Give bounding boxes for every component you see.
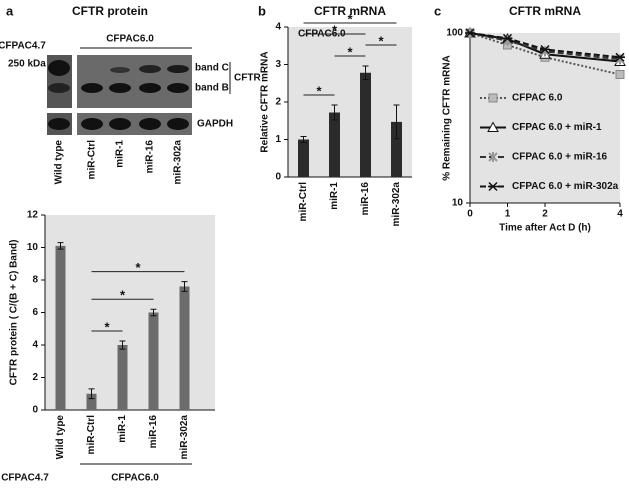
bar (298, 139, 309, 177)
error-bar (119, 340, 126, 350)
y-tick-label: 3 (275, 59, 281, 70)
x-tick-label: Wild type (55, 415, 66, 460)
marker (615, 52, 625, 62)
bar (148, 312, 159, 410)
lane-label: miR-1 (115, 140, 126, 168)
chart-title: CFTR mRNA (509, 4, 581, 18)
legend-entry: CFPAC 6.0 + miR-16 (480, 152, 608, 163)
error-bar (57, 242, 64, 250)
protein-label: CFTR (234, 73, 261, 84)
legend-entry: CFPAC 6.0 (480, 93, 563, 104)
marker (615, 70, 625, 80)
bar (117, 345, 128, 410)
y-tick-label: 8 (32, 275, 38, 286)
group-label: CFPAC4.7 (1, 473, 49, 484)
blot-image (47, 55, 192, 135)
x-tick-label: miR-16 (148, 415, 159, 449)
x-axis-label: Time after Act D (h) (499, 223, 591, 234)
significance-mark: * (120, 288, 126, 303)
error-bar (300, 136, 307, 143)
marker (540, 44, 550, 55)
y-tick-label: 10 (452, 198, 464, 209)
legend-label: CFPAC 6.0 (512, 93, 563, 104)
error-bar (150, 308, 157, 317)
x-tick-label: 4 (617, 209, 623, 220)
legend-marker (487, 121, 499, 132)
panel-label: c (434, 3, 441, 18)
blot-group: CFPAC6.0 (106, 34, 154, 45)
blot-group: CFPAC4.7 (0, 41, 46, 52)
legend-entry: CFPAC 6.0 + miR-1 (480, 121, 602, 133)
x-tick-label: miR-Ctrl (298, 182, 309, 222)
series-line (469, 32, 621, 61)
band-label: band C (195, 63, 229, 74)
y-tick-label: 12 (27, 210, 39, 221)
y-tick-label: 4 (32, 340, 38, 351)
legend-marker (488, 181, 498, 192)
y-tick-label: 1 (275, 134, 281, 145)
bar (55, 245, 66, 410)
size-marker: 250 kDa (8, 59, 46, 70)
x-tick-label: 2 (542, 209, 548, 220)
x-tick-label: miR-1 (117, 415, 128, 443)
error-bar (362, 65, 369, 80)
marker (502, 33, 513, 43)
y-tick-label: 100 (446, 28, 463, 39)
panel-label: a (6, 3, 14, 18)
lane-label: Wild type (54, 140, 65, 185)
error-bar (181, 281, 188, 292)
significance-mark: * (104, 319, 110, 334)
significance-mark: * (316, 83, 322, 98)
bar (86, 393, 97, 410)
significance-mark: * (347, 44, 353, 59)
y-tick-label: 2 (275, 97, 281, 108)
x-tick-label: 0 (467, 209, 473, 220)
marker (465, 28, 475, 38)
series-line (469, 32, 621, 59)
legend-marker (488, 152, 498, 162)
loading-label: GAPDH (197, 119, 233, 130)
x-tick-label: miR-Ctrl (86, 415, 97, 455)
x-tick-label: 1 (505, 209, 511, 220)
x-tick-label: miR-302a (391, 182, 402, 227)
y-tick-label: 2 (32, 372, 38, 383)
lane-label: miR-16 (145, 140, 156, 174)
significance-mark: * (378, 33, 384, 48)
legend-entry: CFPAC 6.0 + miR-302a (480, 181, 619, 192)
x-tick-label: miR-1 (329, 182, 340, 210)
lane-label: miR-Ctrl (87, 140, 98, 180)
bar (391, 121, 402, 177)
chart-title: CFTR mRNA (314, 4, 386, 18)
y-axis-label: CFTR protein ( C/(B + C) Band) (9, 240, 20, 386)
x-tick-label: miR-16 (360, 182, 371, 216)
significance-mark: * (135, 260, 141, 275)
band-label: band B (195, 83, 229, 94)
error-bar (331, 104, 338, 121)
group-label: CFPAC6.0 (111, 473, 159, 484)
y-tick-label: 4 (275, 22, 281, 33)
y-tick-label: 0 (32, 405, 38, 416)
panel-label: b (258, 3, 266, 18)
error-bar (393, 104, 400, 140)
significance-mark: * (347, 11, 353, 26)
y-tick-label: 0 (275, 172, 281, 183)
error-bar (88, 388, 95, 400)
lane-label: miR-302a (173, 140, 184, 185)
bar (329, 112, 340, 177)
significance-mark: * (332, 22, 338, 37)
x-tick-label: miR-302a (179, 415, 190, 460)
y-tick-label: 6 (32, 307, 38, 318)
legend-label: CFPAC 6.0 + miR-1 (512, 122, 602, 133)
legend-label: CFPAC 6.0 + miR-16 (512, 152, 608, 163)
y-axis-label: Relative CFTR mRNA (260, 51, 271, 152)
series-line (469, 32, 621, 76)
blot-title: CFTR protein (72, 4, 148, 18)
y-tick-label: 10 (27, 242, 39, 253)
legend-marker (488, 93, 498, 103)
y-axis-label: % Remaining CFTR mRNA (442, 55, 453, 181)
bar (360, 72, 371, 177)
legend-label: CFPAC 6.0 + miR-302a (512, 181, 619, 192)
bar (179, 286, 190, 410)
